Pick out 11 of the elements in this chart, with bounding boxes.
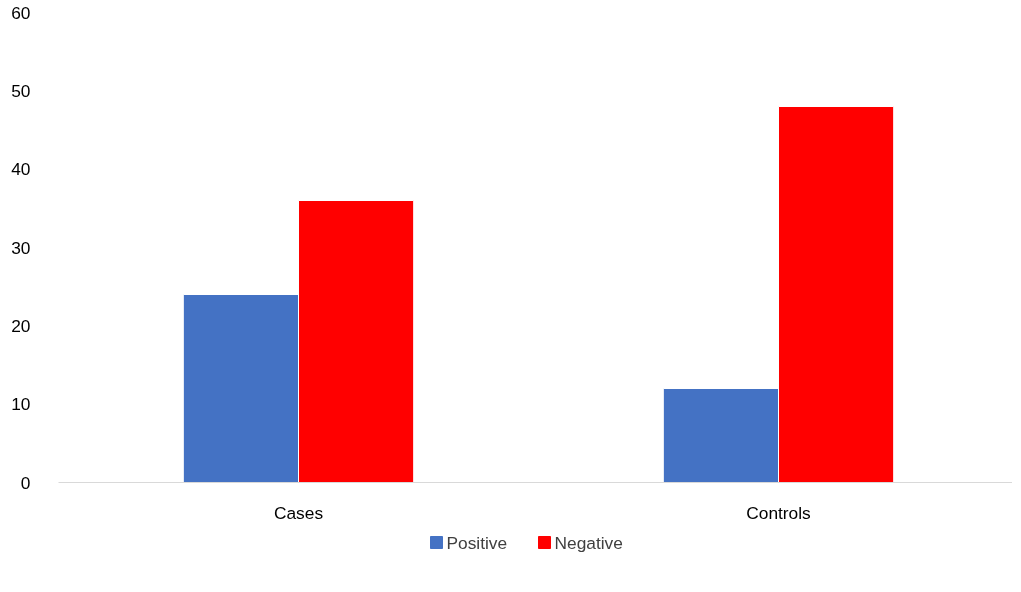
x-tick-label: Controls xyxy=(746,502,812,523)
y-tick-label: 0 xyxy=(20,472,31,493)
legend-label: Negative xyxy=(554,532,623,553)
y-tick-label: 40 xyxy=(11,159,31,180)
y-tick-label: 20 xyxy=(11,315,31,336)
y-tick-label: 30 xyxy=(11,237,31,258)
legend-label: Positive xyxy=(446,532,508,553)
y-tick-label: 50 xyxy=(11,80,31,101)
x-tick-label: Cases xyxy=(273,502,324,523)
y-tick-label: 60 xyxy=(11,2,31,23)
y-tick-label: 10 xyxy=(11,394,31,415)
